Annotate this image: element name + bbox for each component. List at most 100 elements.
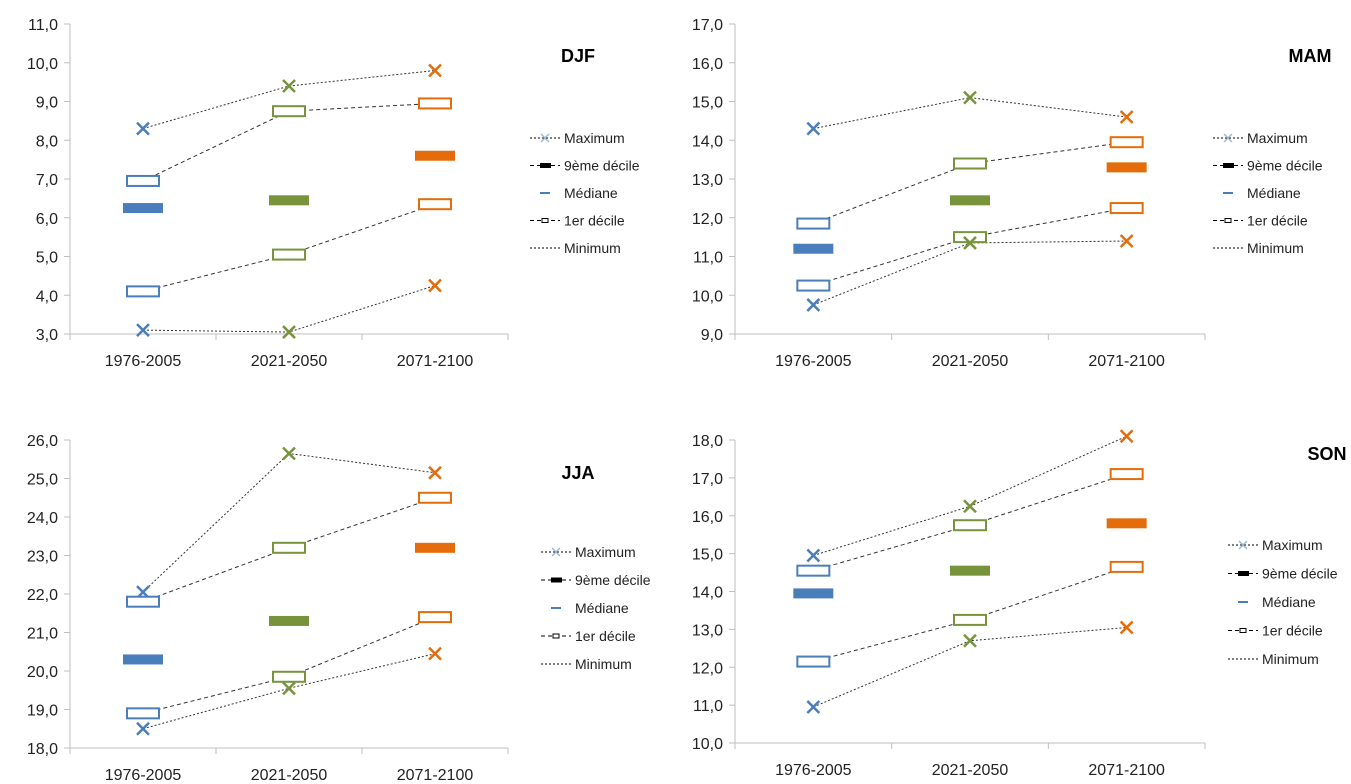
legend-swatch-marker xyxy=(540,133,550,143)
marker-mediane xyxy=(1106,518,1147,529)
series-line-minimum xyxy=(142,285,436,333)
marker-minimum xyxy=(136,721,150,736)
y-tick-label: 12,0 xyxy=(692,211,723,228)
marker-minimum xyxy=(282,681,296,696)
marker-9eme-decile xyxy=(272,105,306,118)
x-tick-label: 1976-2005 xyxy=(105,353,182,370)
marker-minimum xyxy=(428,646,442,661)
x-tick-label: 2071-2100 xyxy=(1088,353,1165,370)
marker-mediane xyxy=(269,195,309,206)
series-line-1er-decile xyxy=(813,207,1127,287)
marker-9eme-decile xyxy=(272,541,306,554)
legend-swatch-marker xyxy=(551,547,561,557)
marker-maximum xyxy=(136,121,150,136)
marker-mediane xyxy=(793,588,834,599)
marker-9eme-decile xyxy=(418,97,452,110)
marker-mediane xyxy=(950,565,990,576)
y-tick-label: 16,0 xyxy=(692,56,723,73)
legend-label: 9ème décile xyxy=(1247,158,1323,174)
y-tick-label: 21,0 xyxy=(27,626,58,643)
legend-label: Minimum xyxy=(564,240,621,256)
marker-minimum xyxy=(428,278,442,293)
y-tick-label: 18,0 xyxy=(692,433,723,450)
series-line-minimum xyxy=(813,240,1127,306)
marker-maximum xyxy=(806,121,821,136)
marker-1er-decile xyxy=(953,613,987,626)
y-tick-label: 19,0 xyxy=(27,703,58,720)
marker-1er-decile xyxy=(796,279,831,292)
legend-swatch-marker xyxy=(1224,218,1232,223)
marker-mediane xyxy=(415,150,455,161)
y-tick-label: 6,0 xyxy=(36,211,58,228)
legend-swatch-marker xyxy=(1223,133,1233,143)
x-tick-label: 2021-2050 xyxy=(932,762,1009,779)
legend: Maximum 9ème décile Médiane 1er décile Minim… xyxy=(1228,537,1338,667)
legend-label: Maximum xyxy=(575,544,636,560)
marker-mediane xyxy=(950,195,990,206)
y-tick-label: 4,0 xyxy=(36,288,58,305)
marker-9eme-decile xyxy=(1109,136,1144,149)
marker-mediane xyxy=(123,203,163,214)
chart-title: MAM xyxy=(1289,46,1332,66)
marker-9eme-decile xyxy=(126,595,160,608)
marker-1er-decile xyxy=(126,285,160,298)
x-tick-label: 1976-2005 xyxy=(775,353,852,370)
legend-label: 1er décile xyxy=(1262,623,1323,639)
legend-swatch-marker xyxy=(1238,571,1249,576)
marker-1er-decile xyxy=(272,670,306,683)
x-tick-label: 2021-2050 xyxy=(251,767,328,784)
y-tick-label: 14,0 xyxy=(692,585,723,602)
chart-jja: 18,0 19,0 20,0 21,0 22,0 23,0 24,0 25,0 26,0 1976… xyxy=(27,433,651,784)
series-line-maximum xyxy=(142,452,436,593)
series-line-minimum xyxy=(142,653,436,730)
legend: Maximum 9ème décile Médiane 1er décile Minim… xyxy=(530,130,640,256)
y-tick-label: 15,0 xyxy=(692,95,723,112)
marker-1er-decile xyxy=(1109,560,1144,573)
legend-swatch-marker xyxy=(1223,163,1234,168)
x-tick-label: 1976-2005 xyxy=(105,767,182,784)
y-tick-label: 13,0 xyxy=(692,622,723,639)
y-tick-label: 11,0 xyxy=(693,698,723,715)
marker-maximum xyxy=(806,548,821,563)
y-tick-label: 5,0 xyxy=(36,250,58,267)
chart-title: SON xyxy=(1307,444,1346,464)
x-tick-label: 2021-2050 xyxy=(932,353,1009,370)
series-line-9eme-decile xyxy=(813,141,1127,225)
chart-mam: 9,0 10,0 11,0 12,0 13,0 14,0 15,0 16,0 17,0 1976-… xyxy=(692,17,1332,370)
legend-label: Médiane xyxy=(1262,594,1316,610)
marker-9eme-decile xyxy=(953,519,987,532)
series-line-maximum xyxy=(813,97,1127,130)
marker-1er-decile xyxy=(418,611,452,624)
legend-label: 9ème décile xyxy=(564,158,640,174)
y-tick-label: 25,0 xyxy=(27,472,58,489)
marker-mediane xyxy=(415,542,455,553)
y-tick-label: 13,0 xyxy=(692,172,723,189)
y-tick-label: 8,0 xyxy=(36,133,58,150)
legend-label: 1er décile xyxy=(575,628,636,644)
y-tick-label: 16,0 xyxy=(692,509,723,526)
y-tick-label: 10,0 xyxy=(692,288,723,305)
marker-9eme-decile xyxy=(796,217,831,230)
marker-maximum xyxy=(282,446,296,461)
chart-title: JJA xyxy=(561,463,594,483)
x-tick-label: 2071-2100 xyxy=(1088,762,1165,779)
legend-swatch-marker xyxy=(1238,540,1248,550)
marker-maximum xyxy=(963,499,977,514)
legend: Maximum 9ème décile Médiane 1er décile Minim… xyxy=(1213,130,1323,256)
series-line-minimum xyxy=(813,626,1127,708)
marker-minimum xyxy=(963,633,977,648)
marker-mediane xyxy=(793,243,834,254)
marker-maximum xyxy=(282,79,296,93)
marker-minimum xyxy=(1119,620,1134,635)
x-tick-label: 2071-2100 xyxy=(397,353,474,370)
marker-minimum xyxy=(806,298,821,312)
marker-minimum xyxy=(136,323,150,338)
legend: Maximum 9ème décile Médiane 1er décile Minim… xyxy=(541,544,651,672)
marker-1er-decile xyxy=(418,198,452,211)
chart-son: 10,0 11,0 12,0 13,0 14,0 15,0 16,0 17,0 18,0 1976… xyxy=(692,429,1347,779)
y-tick-label: 22,0 xyxy=(27,587,58,604)
chart-djf: 3,0 4,0 5,0 6,0 7,0 8,0 9,0 10,0 11,0 1976-2005 20… xyxy=(27,17,640,370)
y-tick-label: 9,0 xyxy=(701,327,723,344)
marker-mediane xyxy=(123,654,163,665)
